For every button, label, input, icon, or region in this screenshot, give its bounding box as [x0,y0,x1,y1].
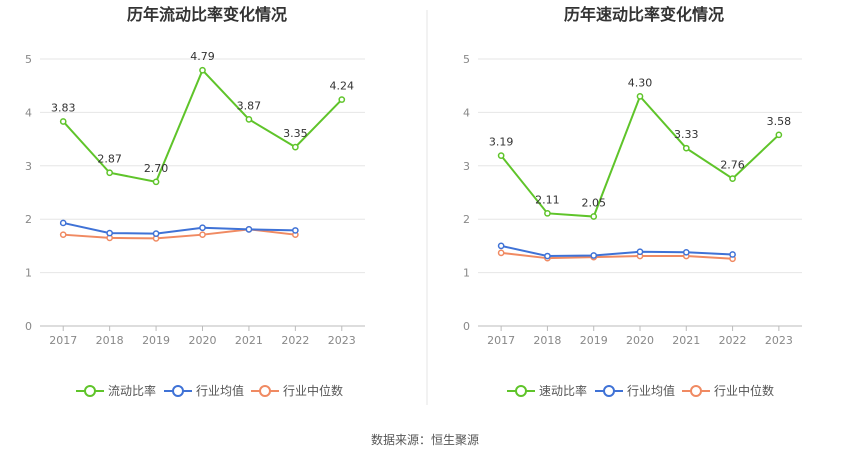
data-label: 4.79 [190,50,215,63]
data-point [245,225,253,233]
data-point [59,231,67,239]
data-label: 2.76 [720,159,745,172]
x-tick-label: 2018 [96,334,124,347]
data-point [636,93,644,100]
legend-marker [172,385,184,397]
legend-marker [259,385,271,397]
data-point [338,96,346,103]
legend-label: 流动比率 [108,383,156,398]
y-tick-label: 5 [463,53,470,66]
data-label: 3.35 [283,127,308,140]
data-point [497,249,505,257]
data-point [636,248,644,256]
y-tick-label: 2 [463,213,470,226]
data-label: 2.05 [581,197,606,210]
data-point [199,224,206,232]
legend-label: 行业中位数 [283,383,343,398]
data-point [590,252,598,259]
data-label: 2.11 [535,193,560,206]
data-point [682,248,690,256]
legend-label: 速动比率 [539,383,587,398]
data-label: 4.24 [330,80,355,93]
data-point [152,230,160,237]
chart-title: 历年速动比率变化情况 [564,5,724,24]
data-point [292,143,299,151]
x-tick-label: 2017 [487,334,515,347]
x-tick-label: 2020 [626,334,654,347]
data-point [245,115,253,123]
data-point [497,242,505,250]
x-tick-label: 2021 [672,334,700,347]
data-point [292,227,299,234]
legend-label: 行业均值 [196,383,244,398]
x-tick-label: 2017 [49,334,77,347]
legend-label: 行业均值 [627,383,675,398]
y-tick-label: 4 [25,106,32,119]
legend-item: 行业中位数 [682,383,774,398]
y-tick-label: 0 [25,320,32,333]
data-point [729,251,736,258]
data-point [682,144,690,152]
series-line [501,251,733,260]
data-source: 数据来源：恒生聚源 [370,433,479,447]
y-tick-label: 1 [463,267,470,280]
legend-item: 流动比率 [76,383,156,398]
y-tick-label: 1 [25,267,32,280]
y-tick-label: 0 [463,320,470,333]
data-point [544,209,551,217]
data-label: 3.33 [674,128,699,141]
y-tick-label: 3 [463,160,470,173]
series-line [63,221,296,235]
data-point [59,219,67,227]
data-label: 3.19 [489,136,514,149]
chart-panel-1: 历年流动比率变化情况 0 1 2 3 4 5 2017 2018 2019 2020 2021 2022… [25,5,365,398]
x-tick-label: 2021 [235,334,263,347]
data-point [106,229,113,237]
legend-marker [515,385,527,397]
data-label: 3.87 [237,99,262,112]
legend-item: 行业中位数 [251,383,343,398]
y-tick-label: 4 [463,106,470,119]
legend-marker [84,385,96,397]
data-label: 3.58 [767,115,792,128]
x-tick-label: 2019 [580,334,608,347]
data-point [544,252,551,260]
legend-label: 行业中位数 [714,383,774,398]
y-tick-label: 5 [25,53,32,66]
y-tick-label: 2 [25,213,32,226]
x-tick-label: 2022 [719,334,747,347]
data-point [199,231,206,239]
legend-item: 行业均值 [595,383,675,398]
x-tick-label: 2018 [533,334,561,347]
legend-marker [603,385,615,397]
x-tick-label: 2023 [765,334,793,347]
legend-item: 行业均值 [164,383,244,398]
data-point [775,131,783,139]
data-point [729,175,736,182]
data-point [106,169,113,177]
chart-title: 历年流动比率变化情况 [127,5,287,24]
data-label: 4.30 [628,76,653,89]
y-tick-label: 3 [25,160,32,173]
data-point [152,178,160,186]
data-point [590,213,598,220]
chart-panel-2: 历年速动比率变化情况 0 1 2 3 4 5 2017 2018 2019 2020 2021 2022… [463,5,802,398]
series-line [500,244,733,258]
x-tick-label: 2019 [142,334,170,347]
data-label: 3.83 [51,101,76,114]
data-label: 2.70 [144,162,169,175]
data-label: 2.87 [97,153,122,166]
data-point [199,66,206,74]
x-tick-label: 2020 [189,334,217,347]
data-point [59,118,67,125]
x-tick-label: 2023 [328,334,356,347]
x-tick-label: 2022 [281,334,309,347]
legend-item: 速动比率 [507,383,587,398]
legend-marker [690,385,702,397]
data-point [497,152,505,160]
